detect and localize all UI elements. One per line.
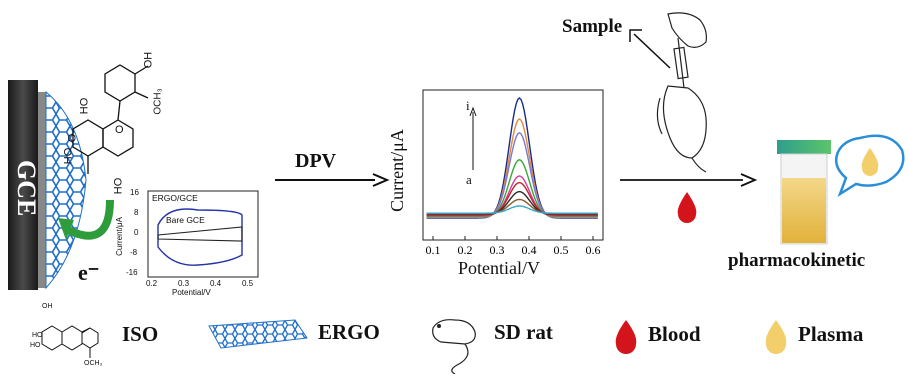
dpv-xtick-label: 0.4 [522, 243, 537, 257]
tube-cap [777, 140, 831, 154]
cv-inset-chart [147, 190, 259, 278]
dpv-xtick-label: 0.5 [554, 243, 569, 257]
dpv-chart: 0.1 0.2 0.3 0.4 0.5 0.6 [422, 89, 604, 257]
legend-iso-label: ISO [122, 322, 159, 346]
dpv-xtick-label: 0.3 [490, 243, 505, 257]
ho-label-1: HO [78, 97, 91, 115]
ergo-film [45, 90, 87, 290]
pharmacokinetic-label: pharmacokinetic [728, 250, 866, 271]
cv-ytick-m16: -16 [126, 268, 138, 277]
dpv-annotation-arrowhead [469, 106, 477, 117]
sample-arrow-icon [629, 29, 671, 69]
dpv-label: DPV [295, 150, 337, 172]
cv-bare-curve [157, 226, 243, 242]
cv-legend-bare: Bare GCE [166, 215, 205, 225]
gce-edge [38, 92, 46, 288]
oh-label-top: OH [142, 51, 155, 69]
cv-ytick-16: 16 [130, 188, 139, 197]
cv-ytick-m8: -8 [130, 248, 138, 257]
legend-rat-label: SD rat [494, 320, 553, 344]
legend-iso-och3: OCH₃ [84, 360, 103, 367]
ring-o-label: O [115, 124, 124, 136]
cv-xtick-02: 0.2 [146, 279, 158, 288]
cv-legend-ergo: ERGO/GCE [152, 193, 198, 203]
legend-iso-oh: OH [42, 303, 53, 310]
ho-label-2: HO [62, 147, 75, 165]
cv-ergo-curve [157, 208, 243, 266]
dpv-xtick-label: 0.1 [426, 243, 441, 257]
dpv-arrow-icon [275, 173, 390, 187]
cv-xtick-04: 0.4 [210, 279, 222, 288]
dpv-annotation-top: i [466, 98, 470, 113]
dpv-series-line [426, 205, 598, 214]
cv-xtick-03: 0.3 [178, 279, 190, 288]
sample-label: Sample [562, 16, 623, 37]
legend-ergo-label: ERGO [318, 320, 380, 344]
electron-label: e⁻ [78, 260, 100, 285]
cv-ytick-8: 8 [134, 208, 139, 217]
gce-electrode [8, 80, 87, 290]
legend-iso-molecule [41, 325, 99, 358]
dpv-ylabel: Current/μA [386, 129, 407, 212]
cv-ytick-0: 0 [134, 228, 139, 237]
legend-ergo-sheet-icon [208, 319, 308, 349]
o-label: O [66, 133, 79, 143]
och3-label: OCH₃ [152, 88, 164, 115]
cv-ylabel: Current/μA [114, 217, 124, 256]
gce-label: GCE [12, 160, 41, 217]
legend-blood-label: Blood [648, 322, 701, 346]
cv-xlabel: Potential/V [172, 288, 211, 297]
hand-rat-syringe-icon [656, 12, 707, 173]
legend-rat-icon [432, 319, 476, 374]
dpv-annotation-bottom: a [466, 172, 472, 187]
legend-plasma-drop-icon [765, 320, 787, 354]
green-curved-arrow-icon [58, 199, 114, 240]
blood-drop-icon [677, 192, 697, 223]
legend-iso-ho-2: HO [30, 342, 41, 349]
iso-molecule-structure [72, 64, 149, 174]
blood-flow-arrow-icon [620, 173, 758, 187]
gce-body [8, 80, 38, 290]
legend-plasma-label: Plasma [798, 322, 864, 346]
dpv-xtick-label: 0.2 [458, 243, 473, 257]
tube-plasma [782, 178, 826, 243]
speech-bubble-icon [835, 134, 905, 198]
dpv-xlabel: Potential/V [458, 258, 540, 278]
dpv-xtick-label: 0.6 [586, 243, 601, 257]
legend-iso-ho-1: HO [32, 332, 43, 339]
legend-blood-drop-icon [615, 320, 637, 354]
cv-xtick-05: 0.5 [242, 279, 254, 288]
plasma-tube-icon [777, 140, 831, 245]
